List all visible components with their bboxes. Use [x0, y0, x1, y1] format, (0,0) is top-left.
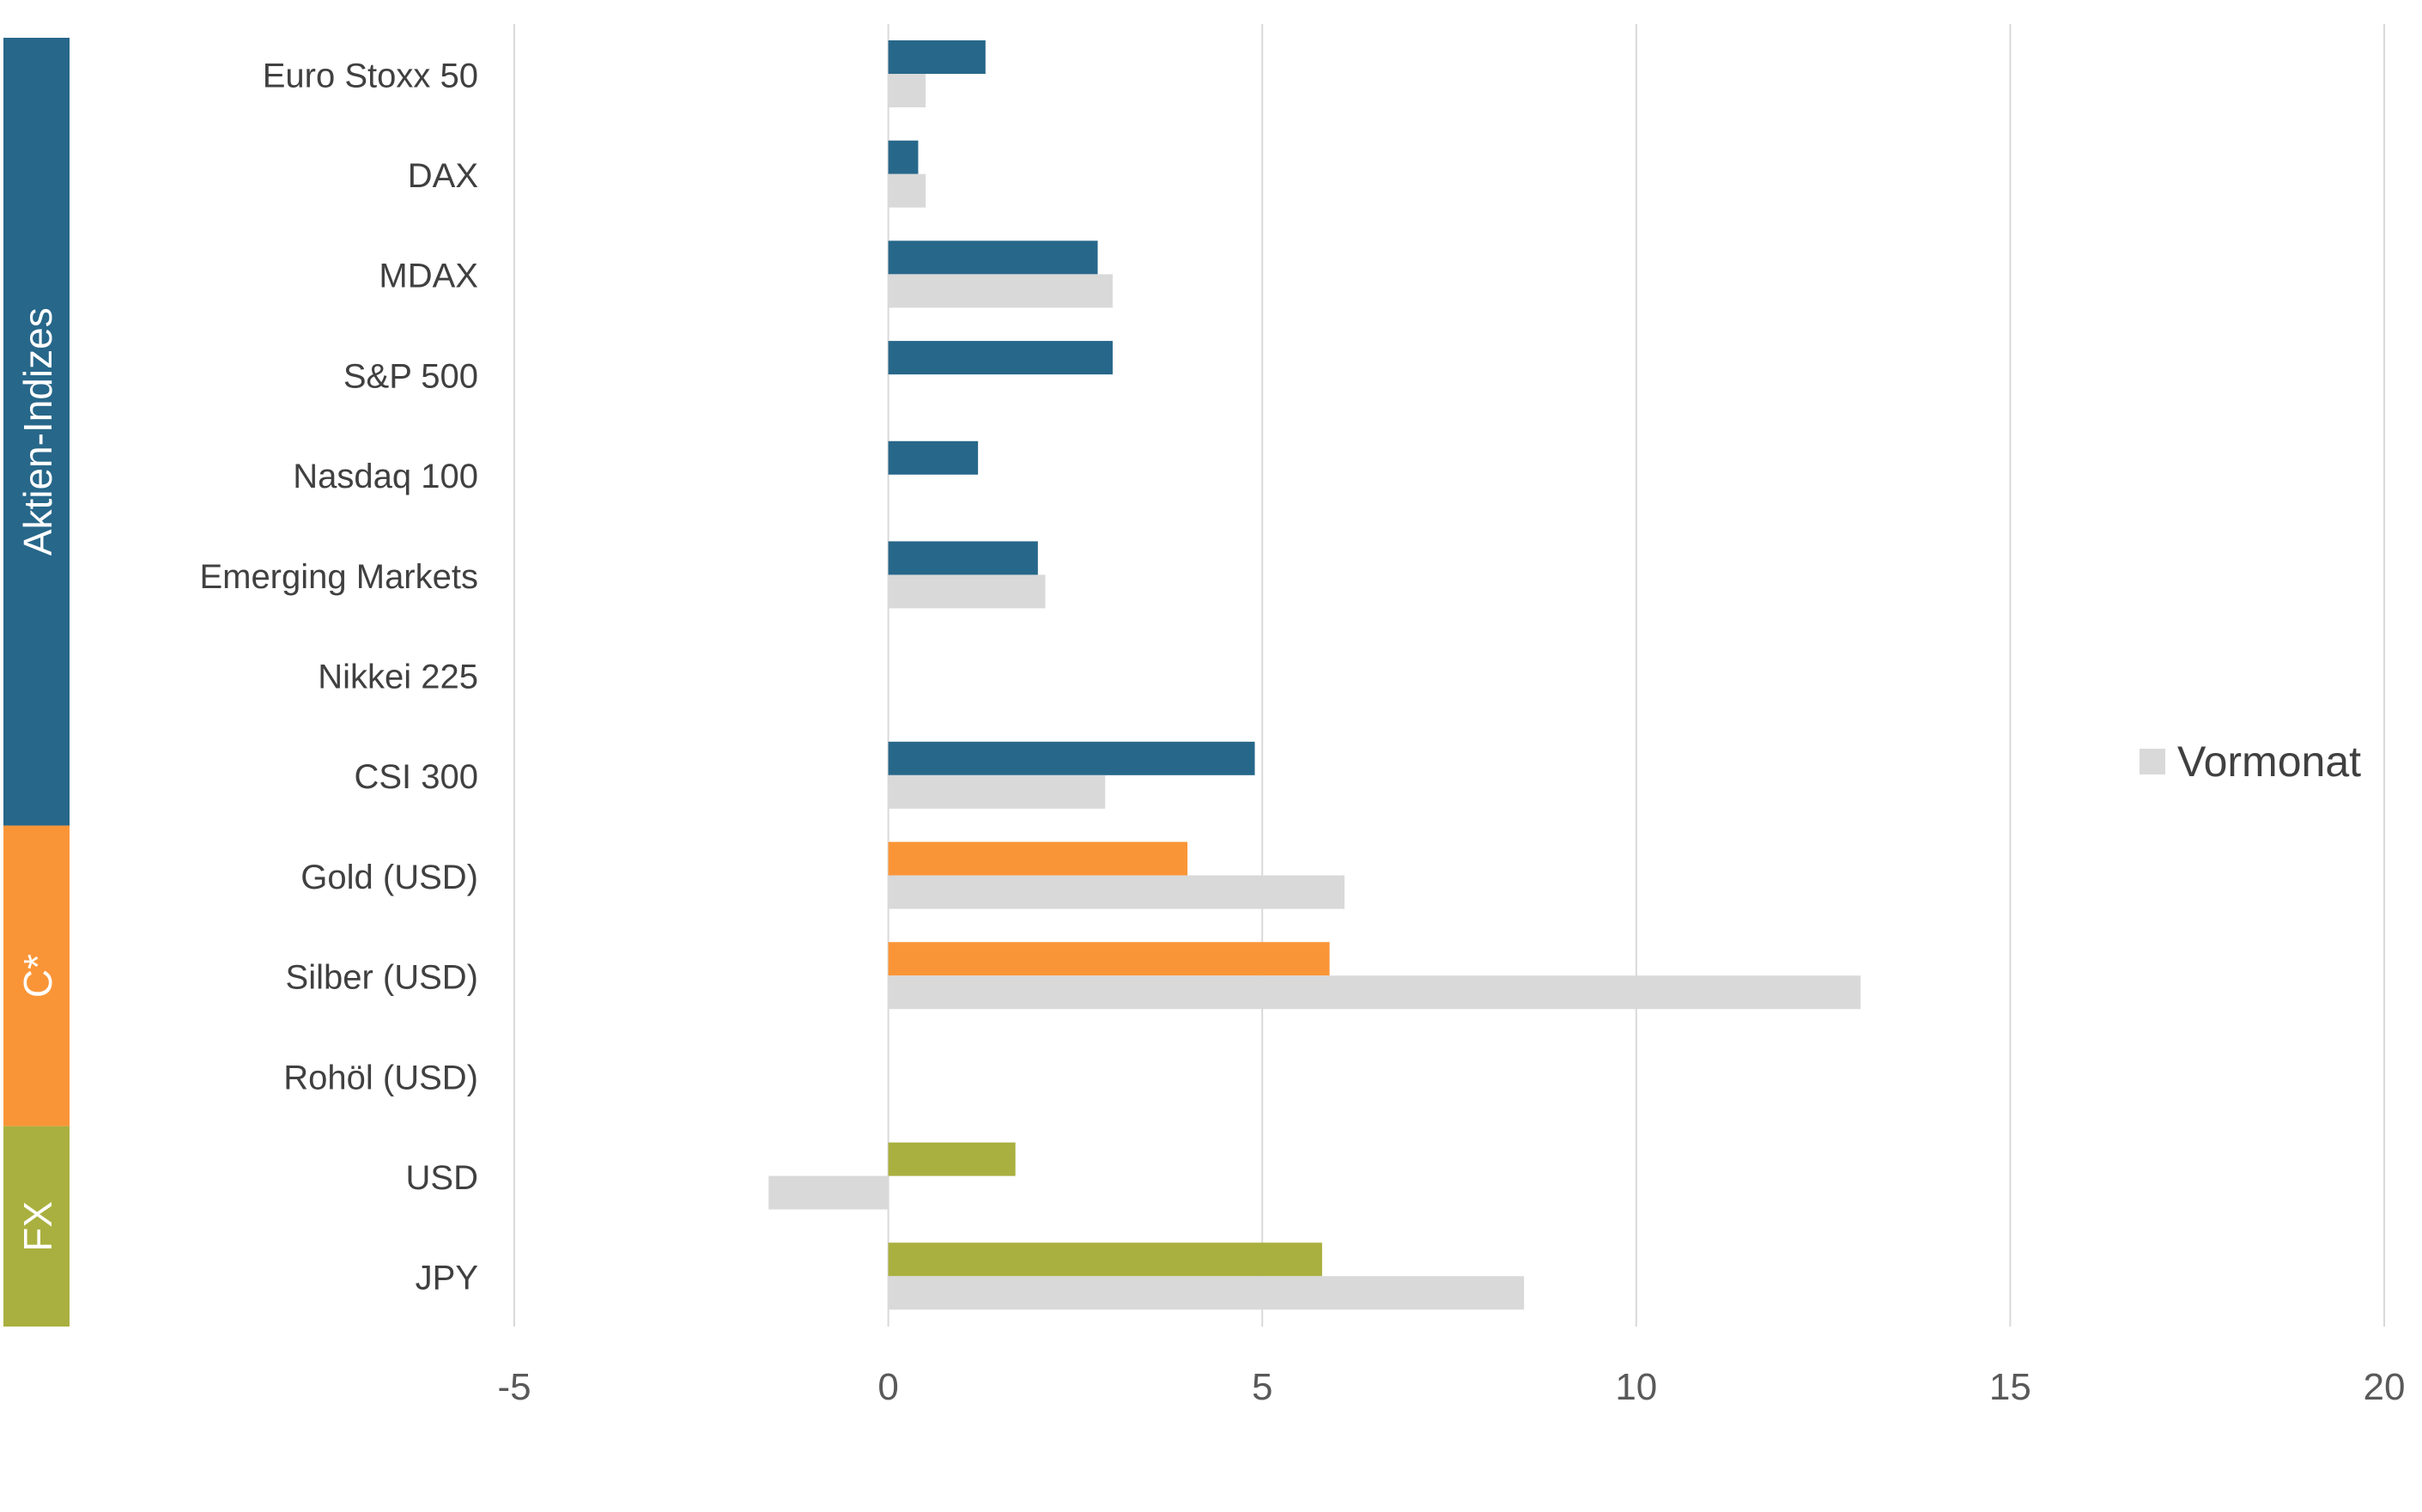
category-label-csi-300: CSI 300 — [354, 758, 478, 796]
bar-vormonat-gold-usd — [888, 875, 1345, 909]
x-tick-labels: -5 0 5 10 15 20 — [497, 1366, 2405, 1408]
bar-vormonat-jpy — [888, 1276, 1525, 1310]
x-tick-label-2: 5 — [1252, 1366, 1272, 1408]
x-tick-label-5: 20 — [2364, 1366, 2406, 1408]
group-band-fx — [3, 1126, 70, 1327]
category-label-nikkei-225: Nikkei 225 — [318, 659, 478, 696]
bar-current-usd — [888, 1142, 1016, 1176]
legend: Vormonat — [2140, 738, 2361, 786]
category-label-s-p-500: S&P 500 — [343, 357, 478, 395]
bar-vormonat-silber-usd — [888, 975, 1861, 1010]
bar-vormonat-usd — [768, 1175, 889, 1210]
category-labels: Euro Stoxx 50 DAX MDAX S&P 500 Nasdaq 100 Eme… — [199, 57, 478, 1296]
group-band-c — [3, 825, 70, 1126]
bar-current-gold-usd — [888, 841, 1188, 876]
category-label-usd: USD — [406, 1159, 478, 1197]
category-label-silber-usd: Silber (USD) — [286, 959, 478, 997]
group-band-aktien-indizes — [3, 38, 70, 826]
bars — [768, 40, 1861, 1310]
x-tick-label-3: 10 — [1615, 1366, 1657, 1408]
group-label-aktien-indizes: Aktien-Indizes — [15, 307, 60, 556]
bar-current-nasdaq-100 — [888, 440, 979, 475]
category-label-dax: DAX — [408, 157, 478, 195]
x-tick-label-0: -5 — [497, 1366, 531, 1408]
group-label-c: C* — [15, 954, 60, 998]
category-label-emerging-markets: Emerging Markets — [199, 558, 478, 596]
bar-current-s-p-500 — [888, 341, 1113, 375]
category-label-jpy: JPY — [416, 1260, 478, 1297]
bar-vormonat-csi-300 — [888, 774, 1106, 809]
group-label-fx: FX — [15, 1201, 60, 1252]
gridlines — [513, 24, 2385, 1327]
x-tick-label-1: 0 — [877, 1366, 898, 1408]
legend-swatch-vormonat — [2140, 749, 2165, 774]
legend-label-vormonat: Vormonat — [2177, 738, 2361, 786]
bar-vormonat-mdax — [888, 274, 1113, 308]
bar-current-silber-usd — [888, 942, 1330, 976]
bar-vormonat-emerging-markets — [888, 574, 1046, 609]
category-label-nasdaq-100: Nasdaq 100 — [293, 458, 478, 495]
bar-current-dax — [888, 140, 919, 174]
category-label-roh-l-usd: Rohöl (USD) — [283, 1059, 478, 1096]
bar-current-euro-stoxx-50 — [888, 40, 986, 74]
category-label-euro-stoxx-50: Euro Stoxx 50 — [263, 57, 478, 94]
bar-current-jpy — [888, 1242, 1322, 1277]
category-group-bands: Aktien-Indizes C* FX — [3, 38, 70, 1327]
x-tick-label-4: 15 — [1989, 1366, 2031, 1408]
category-label-mdax: MDAX — [379, 258, 478, 295]
bar-current-emerging-markets — [888, 541, 1038, 575]
bar-current-csi-300 — [888, 741, 1255, 775]
bar-vormonat-euro-stoxx-50 — [888, 74, 926, 107]
bar-current-mdax — [888, 240, 1098, 275]
category-label-gold-usd: Gold (USD) — [300, 859, 478, 896]
bar-vormonat-dax — [888, 173, 926, 208]
